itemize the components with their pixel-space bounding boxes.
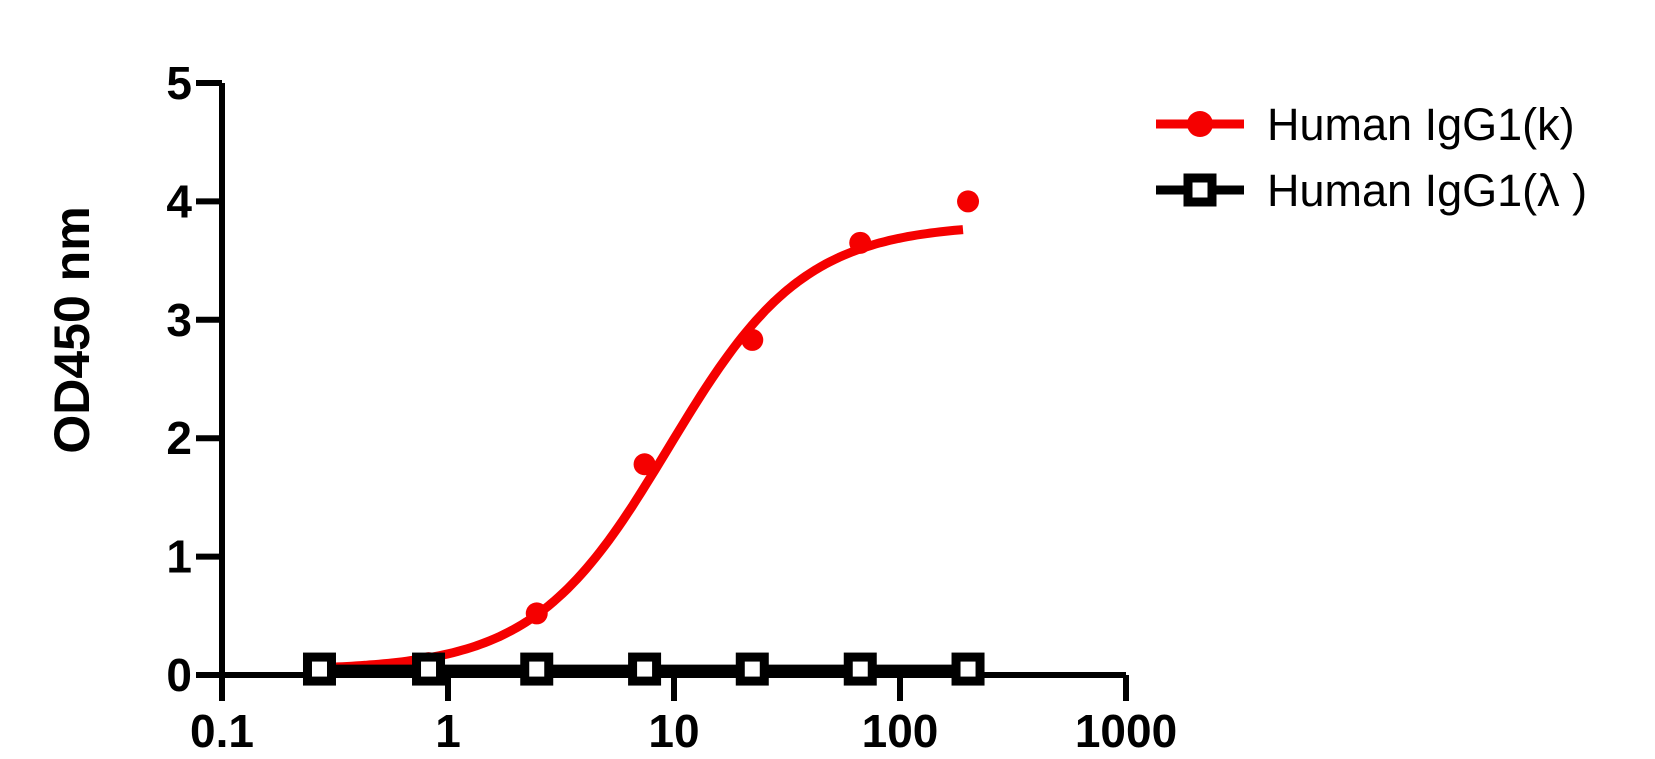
y-tick-label: 0	[166, 649, 192, 701]
legend-marker-open-square-icon	[1156, 173, 1244, 207]
data-point-filled-circle	[957, 190, 980, 213]
data-point-filled-circle	[849, 231, 872, 254]
data-point-filled-circle	[633, 453, 656, 476]
data-point-filled-circle	[525, 602, 548, 625]
data-point-open-square	[302, 652, 336, 686]
legend-item-human-igg1-lambda: Human IgG1(λ )	[1150, 159, 1587, 221]
data-point-open-square	[628, 652, 662, 686]
legend-label: Human IgG1(λ )	[1267, 164, 1588, 216]
y-tick-label: 3	[166, 294, 192, 346]
legend-marker-filled-circle-icon	[1156, 111, 1244, 137]
y-tick-label: 5	[166, 57, 192, 109]
data-point-open-square	[520, 652, 554, 686]
y-tick-label: 2	[166, 412, 192, 464]
y-tick-label: 4	[166, 175, 192, 227]
x-tick-label: 1	[435, 705, 461, 757]
data-point-open-square	[951, 652, 985, 686]
data-point-filled-circle	[741, 328, 764, 351]
legend: Human IgG1(k) Human IgG1(λ )	[1150, 93, 1587, 225]
x-tick-label: 1000	[1075, 705, 1177, 757]
x-tick-label: 10	[648, 705, 699, 757]
legend-item-human-igg1-kappa: Human IgG1(k)	[1150, 93, 1587, 155]
y-tick-label: 1	[166, 531, 192, 583]
x-tick-label: 100	[862, 705, 939, 757]
data-point-open-square	[412, 652, 446, 686]
axes-spine	[219, 83, 1126, 678]
y-axis-title: OD450 nm	[44, 206, 100, 454]
fit-curve-red	[319, 225, 964, 673]
data-point-open-square	[735, 652, 769, 686]
legend-label: Human IgG1(k)	[1267, 98, 1575, 150]
x-tick-label: 0.1	[190, 705, 254, 757]
data-point-open-square	[843, 652, 877, 686]
